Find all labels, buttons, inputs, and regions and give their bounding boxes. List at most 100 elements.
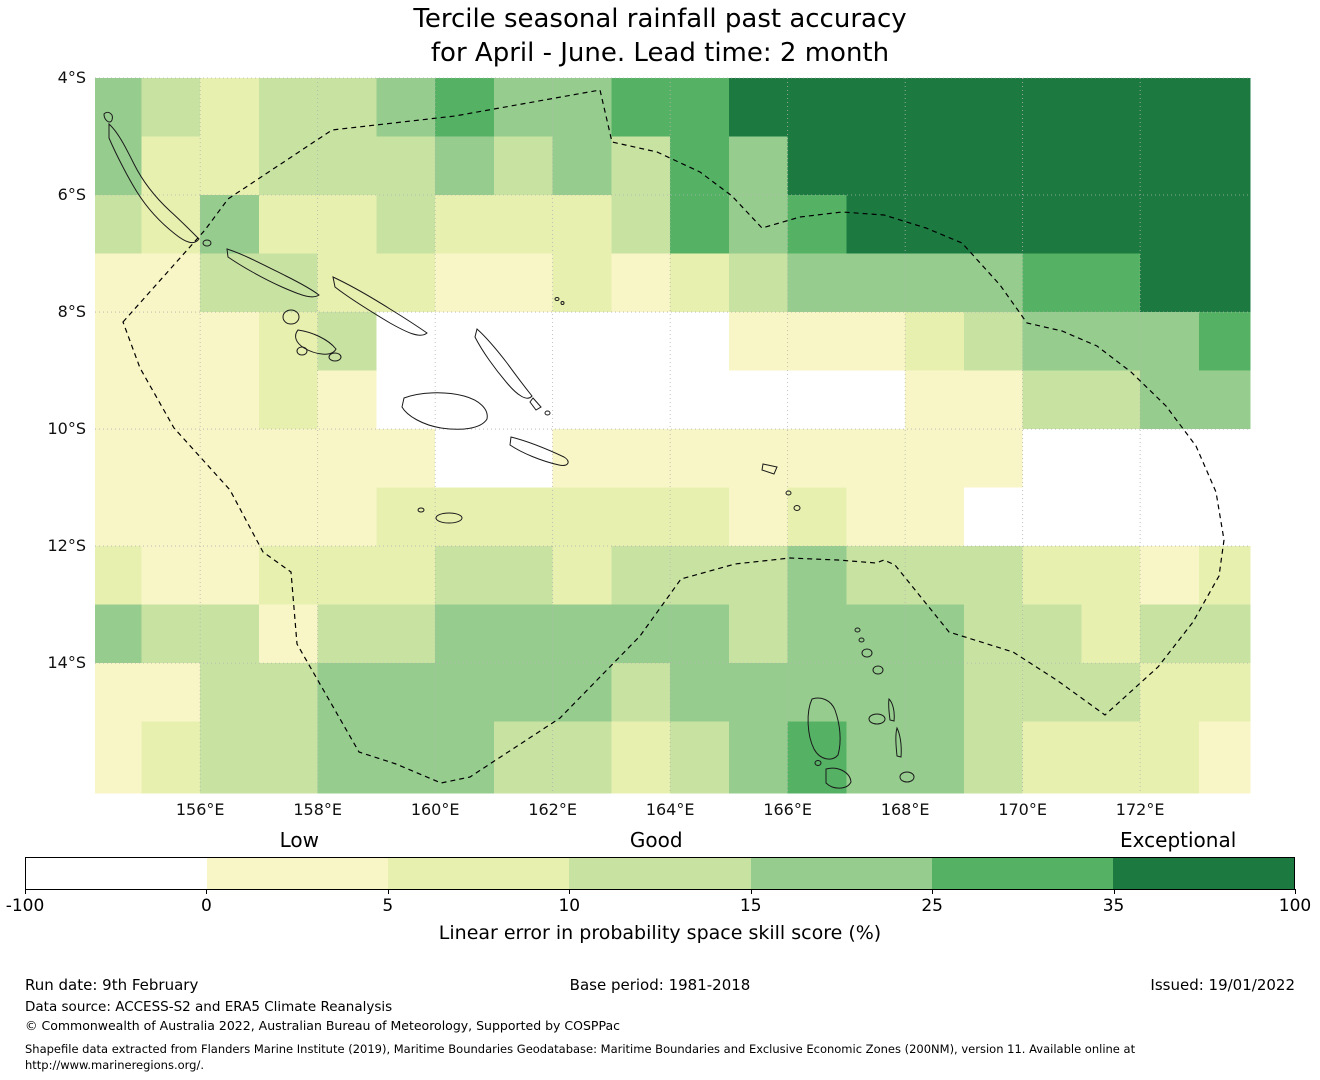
heatmap-cell xyxy=(787,721,847,781)
heatmap-cell xyxy=(435,487,495,547)
heatmap-cell xyxy=(552,780,612,794)
heatmap-cell xyxy=(493,136,554,196)
heatmap-cell xyxy=(435,429,495,489)
run-date-text: Run date: 9th February xyxy=(25,976,199,994)
heatmap-cell xyxy=(317,78,377,137)
heatmap-cell xyxy=(141,136,201,196)
colorbar-tick-mark xyxy=(206,889,208,894)
heatmap-cell xyxy=(1022,429,1082,489)
heatmap-cell xyxy=(1022,487,1082,547)
coastline-shortland-islands xyxy=(202,239,212,247)
colorbar-tick-label: 15 xyxy=(739,896,762,916)
colorbar-tick-label: 35 xyxy=(1102,896,1125,916)
colorbar-tick-label: 100 xyxy=(1278,896,1312,916)
heatmap-cell xyxy=(905,780,965,794)
heatmap-cell xyxy=(1198,721,1251,781)
heatmap-cell xyxy=(846,604,906,664)
heatmap-cell xyxy=(200,312,260,371)
heatmap-cell xyxy=(376,253,436,313)
heatmap-cell xyxy=(787,78,847,137)
coastline-utupua xyxy=(785,490,792,496)
heatmap-cell xyxy=(728,663,789,723)
coastline-ambae xyxy=(868,713,886,725)
heatmap-cell xyxy=(141,604,201,664)
heatmap-cell xyxy=(905,312,965,371)
coastline-malaita xyxy=(474,328,533,399)
coastline-espiritu-santo xyxy=(807,697,841,760)
heatmap-cell xyxy=(435,663,495,723)
heatmap-cell xyxy=(1198,487,1251,547)
heatmap-cell xyxy=(317,487,377,547)
x-axis-tick-label: 168°E xyxy=(880,800,930,819)
heatmap-cell xyxy=(728,312,789,371)
colorbar-tick-label: -100 xyxy=(5,896,45,916)
coastline-bellona xyxy=(417,507,425,513)
heatmap-cell xyxy=(1022,780,1082,794)
colorbar-axis-label: Linear error in probability space skill … xyxy=(438,922,882,944)
heatmap-cell xyxy=(728,780,789,794)
y-axis-tick-label: 14°S xyxy=(47,653,86,673)
issued-date-text: Issued: 19/01/2022 xyxy=(1150,976,1295,994)
x-axis-tick-label: 170°E xyxy=(998,800,1047,819)
heatmap-cell xyxy=(905,429,965,489)
heatmap-cell xyxy=(1022,136,1082,196)
colorbar-tick-label: 5 xyxy=(382,896,394,916)
heatmap-cell xyxy=(1081,78,1141,137)
x-axis-tick-label: 158°E xyxy=(293,800,342,819)
heatmap-cell xyxy=(963,546,1024,606)
heatmap-cell xyxy=(1140,195,1200,254)
heatmap-cell xyxy=(670,78,730,137)
heatmap-cell xyxy=(435,78,495,137)
heatmap-cell xyxy=(963,604,1024,664)
heatmap-cell xyxy=(670,780,730,794)
heatmap-cell xyxy=(1198,429,1251,489)
colorbar-tick-mark xyxy=(1295,889,1296,894)
heatmap-cell xyxy=(1022,370,1082,430)
heatmap-cell xyxy=(376,663,436,723)
coastline-malakula xyxy=(825,767,852,789)
coastline-layer xyxy=(103,111,915,789)
heatmap-cell xyxy=(728,721,789,781)
heatmap-cell xyxy=(141,546,201,606)
heatmap-cell xyxy=(493,604,554,664)
coastline-bougainville xyxy=(108,122,200,244)
heatmap-cell xyxy=(552,370,612,430)
chart-title-line1: Tercile seasonal rainfall past accuracy xyxy=(413,4,907,34)
heatmap-cell xyxy=(963,663,1024,723)
colorbar-tick-mark xyxy=(387,889,389,894)
heatmap-cell xyxy=(493,195,554,254)
heatmap-cell xyxy=(200,780,260,794)
heatmap-cell xyxy=(670,370,730,430)
heatmap-cell xyxy=(141,487,201,547)
coastline-vangunu xyxy=(328,352,342,362)
heatmap-cell xyxy=(905,546,965,606)
heatmap-cell xyxy=(317,429,377,489)
heatmap-cell xyxy=(552,604,612,664)
colorbar-segment xyxy=(750,858,932,889)
heatmap-cell xyxy=(670,136,730,196)
data-source-text: Data source: ACCESS-S2 and ERA5 Climate … xyxy=(25,999,393,1015)
heatmap-cell xyxy=(317,546,377,606)
heatmap-cell xyxy=(200,370,260,430)
coastline-maramasike xyxy=(529,397,542,411)
heatmap-cell xyxy=(95,780,142,794)
colorbar-segment xyxy=(1112,858,1294,889)
heatmap-cell xyxy=(611,546,671,606)
coastline-ontong-java xyxy=(554,297,565,305)
coastline-gaua xyxy=(872,665,884,675)
y-axis-tick-label: 10°S xyxy=(47,419,86,439)
eez-boundary-line xyxy=(122,89,1225,784)
coastline-santa-cruz xyxy=(761,463,778,475)
y-axis-tick-label: 6°S xyxy=(57,185,86,205)
coastline-santa-isabel xyxy=(332,276,428,336)
chart-title-line2: for April - June. Lead time: 2 month xyxy=(430,38,890,68)
heatmap-cell xyxy=(95,429,142,489)
heatmap-cell xyxy=(376,312,436,371)
heatmap-cell xyxy=(728,429,789,489)
heatmap-cell xyxy=(611,721,671,781)
heatmap-cell xyxy=(95,312,142,371)
heatmap-cell xyxy=(1022,78,1082,137)
heatmap-cell xyxy=(611,312,671,371)
heatmap-cell xyxy=(787,370,847,430)
